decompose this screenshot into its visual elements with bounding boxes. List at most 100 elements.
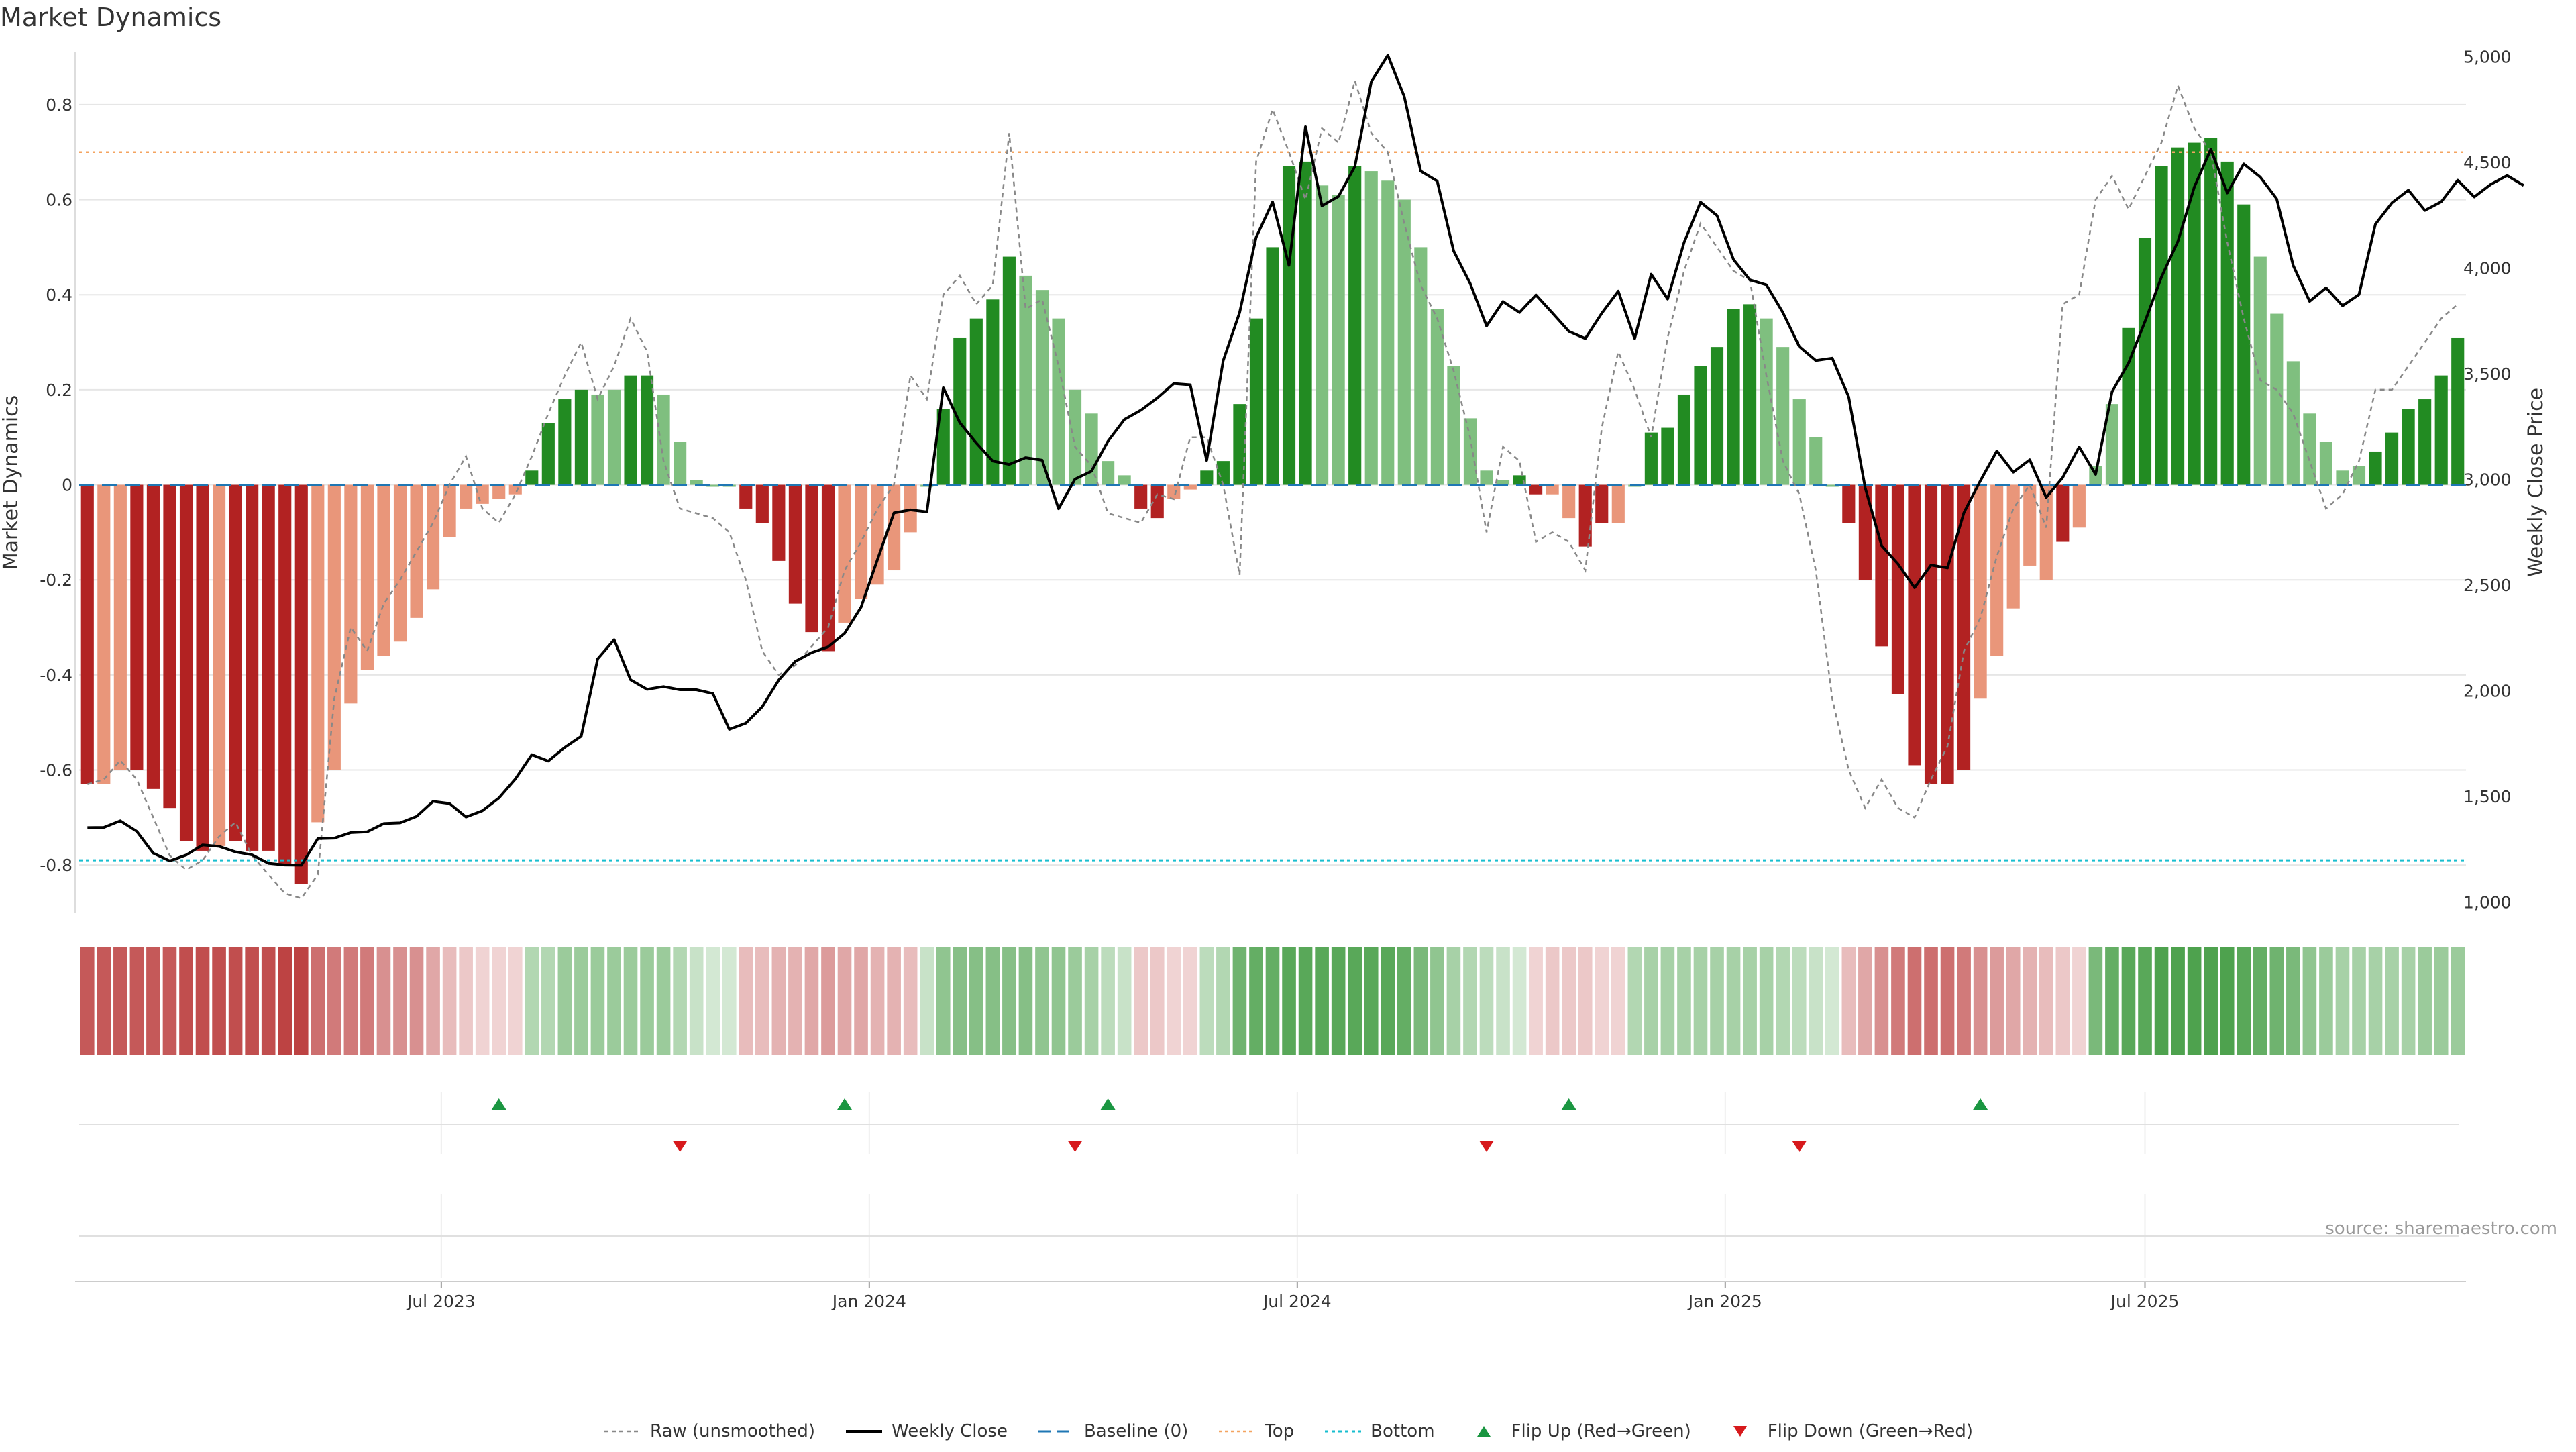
dynamics-bar bbox=[772, 484, 786, 561]
chart-title: Market Dynamics bbox=[0, 3, 222, 32]
dynamics-bar bbox=[2402, 409, 2415, 485]
flip-up-marker bbox=[491, 1098, 506, 1110]
dynamics-bar bbox=[2451, 337, 2465, 485]
heat-strip-cell bbox=[1035, 947, 1049, 1055]
heat-strip-cell bbox=[1265, 947, 1280, 1055]
heat-strip-cell bbox=[1743, 947, 1757, 1055]
heat-strip-cell bbox=[311, 947, 325, 1055]
dynamics-bar bbox=[1364, 171, 1378, 485]
heat-strip-cell bbox=[1084, 947, 1099, 1055]
dynamics-bar bbox=[2171, 147, 2185, 485]
dynamics-bar bbox=[1150, 484, 1164, 519]
y2-tick-label: 5,000 bbox=[2463, 47, 2512, 66]
dynamics-bar bbox=[1858, 484, 1872, 580]
y2-tick-label: 3,000 bbox=[2463, 470, 2512, 489]
y2-tick-label: 3,500 bbox=[2463, 364, 2512, 384]
dynamics-bar bbox=[1694, 366, 1707, 485]
dynamics-bar bbox=[344, 484, 358, 704]
heat-strip-cell bbox=[821, 947, 835, 1055]
dynamics-bar bbox=[2270, 313, 2284, 485]
legend-item: Raw (unsmoothed) bbox=[603, 1421, 815, 1441]
legend-marker bbox=[1038, 1430, 1075, 1433]
heat-strip-cell bbox=[146, 947, 160, 1055]
dynamics-bar bbox=[1348, 166, 1362, 485]
heat-strip-cell bbox=[2269, 947, 2284, 1055]
dynamics-bar bbox=[2072, 484, 2086, 528]
dynamics-bar bbox=[1546, 484, 1559, 495]
dynamics-bar bbox=[2418, 399, 2432, 485]
heat-strip-cell bbox=[1924, 947, 1938, 1055]
heat-strip-cell bbox=[1282, 947, 1296, 1055]
heat-strip-cell bbox=[2237, 947, 2251, 1055]
dynamics-bar bbox=[80, 484, 94, 784]
heat-strip-cell bbox=[1841, 947, 1856, 1055]
heat-strip-cell bbox=[1858, 947, 1872, 1055]
chart-legend: Raw (unsmoothed) Weekly Close Baseline (0)… bbox=[0, 1421, 2576, 1441]
dynamics-bar bbox=[1529, 484, 1543, 495]
dynamics-bar bbox=[1595, 484, 1609, 523]
dynamics-bar bbox=[1776, 347, 1790, 485]
heat-strip-cell bbox=[459, 947, 473, 1055]
heat-strip-cell bbox=[557, 947, 572, 1055]
weekly-close-line bbox=[87, 54, 2524, 867]
dynamics-bar bbox=[2237, 204, 2251, 485]
dynamics-bar bbox=[1216, 461, 1230, 485]
heat-strip-cell bbox=[706, 947, 720, 1055]
legend-marker bbox=[1477, 1426, 1491, 1437]
y-tick-label: 0.8 bbox=[46, 95, 72, 115]
heat-strip-cell bbox=[1249, 947, 1263, 1055]
heat-strip-cell bbox=[1825, 947, 1839, 1055]
heat-strip-cell bbox=[2368, 947, 2383, 1055]
dynamics-bar bbox=[2220, 161, 2234, 485]
heat-strip-cell bbox=[1677, 947, 1691, 1055]
dynamics-bar bbox=[854, 484, 868, 599]
dynamics-bar bbox=[1316, 185, 1329, 485]
heat-strip-cell bbox=[343, 947, 358, 1055]
dynamics-bar bbox=[2204, 138, 2218, 485]
legend-marker bbox=[1733, 1426, 1747, 1437]
dynamics-bar bbox=[130, 484, 144, 770]
dynamics-bar bbox=[213, 484, 226, 846]
heat-strip-cell bbox=[887, 947, 901, 1055]
heat-strip-cell bbox=[2401, 947, 2416, 1055]
heat-strip-cell bbox=[903, 947, 918, 1055]
heat-strip-cell bbox=[985, 947, 1000, 1055]
heat-strip-cell bbox=[278, 947, 292, 1055]
heat-strip-cell bbox=[1331, 947, 1346, 1055]
dynamics-bar bbox=[574, 389, 588, 485]
dynamics-bar bbox=[1875, 484, 1888, 647]
heat-strip-cell bbox=[508, 947, 523, 1055]
dynamics-bar bbox=[1908, 484, 1921, 766]
legend-label: Baseline (0) bbox=[1083, 1421, 1189, 1441]
heat-strip-cell bbox=[1990, 947, 2004, 1055]
y2-tick-label: 1,500 bbox=[2463, 787, 2512, 807]
dynamics-bar bbox=[393, 484, 407, 642]
heat-strip-cell bbox=[2055, 947, 2070, 1055]
heat-strip-cell bbox=[1117, 947, 1132, 1055]
legend-marker bbox=[1325, 1430, 1362, 1433]
heat-strip-cell bbox=[2286, 947, 2300, 1055]
heat-strip-cell bbox=[2121, 947, 2136, 1055]
heat-strip-cell bbox=[2418, 947, 2432, 1055]
dynamics-bar bbox=[607, 389, 621, 485]
heat-strip-cell bbox=[1134, 947, 1148, 1055]
heat-strip-cell bbox=[1710, 947, 1724, 1055]
dynamics-bar bbox=[1134, 484, 1148, 509]
dynamics-bar bbox=[1891, 484, 1905, 694]
heat-strip-cell bbox=[2220, 947, 2235, 1055]
dynamics-bar bbox=[508, 484, 522, 495]
heat-strip-cell bbox=[426, 947, 440, 1055]
legend-marker bbox=[1219, 1430, 1256, 1433]
heat-strip-cell bbox=[1726, 947, 1741, 1055]
heat-strip-cell bbox=[1644, 947, 1658, 1055]
dynamics-bar bbox=[969, 318, 983, 485]
heat-strip-cell bbox=[97, 947, 111, 1055]
heat-strip-cell bbox=[2023, 947, 2037, 1055]
heat-strip-cell bbox=[1002, 947, 1016, 1055]
dynamics-bar bbox=[2336, 470, 2349, 485]
heat-strip-cell bbox=[854, 947, 868, 1055]
heat-strip-cell bbox=[804, 947, 819, 1055]
heat-strip-cell bbox=[1907, 947, 1922, 1055]
y-tick-label: 0 bbox=[62, 476, 72, 495]
